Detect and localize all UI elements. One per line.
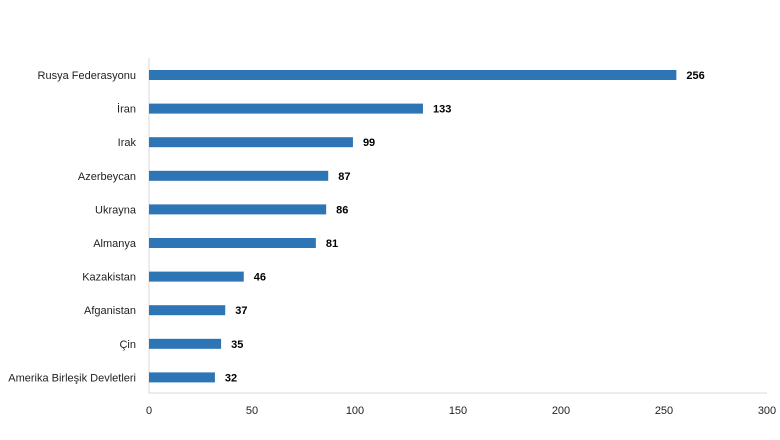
x-tick-label: 50	[246, 405, 258, 417]
data-label: 37	[235, 305, 247, 317]
category-label: Irak	[118, 137, 137, 149]
data-label: 86	[336, 204, 348, 216]
bar-2	[149, 137, 353, 148]
x-tick-label: 300	[758, 405, 776, 417]
bar-9	[149, 372, 215, 383]
category-label: Kazakistan	[82, 272, 136, 284]
category-label: Azerbeycan	[78, 171, 136, 183]
x-tick-label: 150	[449, 405, 467, 417]
category-label: Almanya	[93, 238, 137, 250]
x-axis-tick-labels: 0 50 100 150 200 250 300	[146, 405, 776, 417]
data-label: 46	[254, 272, 266, 284]
category-label: Çin	[119, 339, 136, 351]
bar-1	[149, 103, 423, 114]
bar-8	[149, 338, 222, 349]
category-label: Afganistan	[84, 305, 136, 317]
data-label: 133	[433, 104, 451, 116]
data-label: 35	[231, 339, 243, 351]
category-label: İran	[117, 103, 136, 116]
category-label: Amerika Birleşik Devletleri	[8, 372, 136, 384]
bar-3	[149, 170, 329, 181]
bar-4	[149, 204, 327, 215]
x-tick-label: 0	[146, 405, 152, 417]
bar-6	[149, 271, 244, 282]
data-label: 99	[363, 137, 375, 149]
data-label: 32	[225, 372, 237, 384]
bar-7	[149, 305, 226, 316]
data-label: 81	[326, 238, 338, 250]
category-label: Ukrayna	[95, 204, 137, 216]
bar-5	[149, 238, 316, 248]
data-label: 256	[686, 70, 704, 82]
chart-bars	[149, 70, 677, 383]
category-labels: Rusya Federasyonu İran Irak Azerbeycan Ukray…	[8, 70, 137, 384]
data-label: 87	[338, 171, 350, 183]
value-labels: 256 133 99 87 86 81 46 37 35 32	[225, 70, 705, 384]
chart-axes	[148, 58, 767, 394]
x-tick-label: 100	[346, 405, 364, 417]
x-tick-label: 200	[552, 405, 570, 417]
category-label: Rusya Federasyonu	[38, 70, 136, 82]
x-tick-label: 250	[655, 405, 673, 417]
bar-0	[149, 70, 677, 80]
